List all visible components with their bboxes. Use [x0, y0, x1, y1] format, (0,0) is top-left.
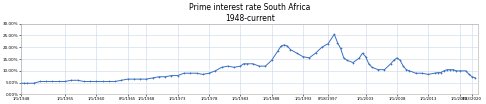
Title: Prime interest rate South Africa
1948-current: Prime interest rate South Africa 1948-cu…	[189, 3, 311, 23]
